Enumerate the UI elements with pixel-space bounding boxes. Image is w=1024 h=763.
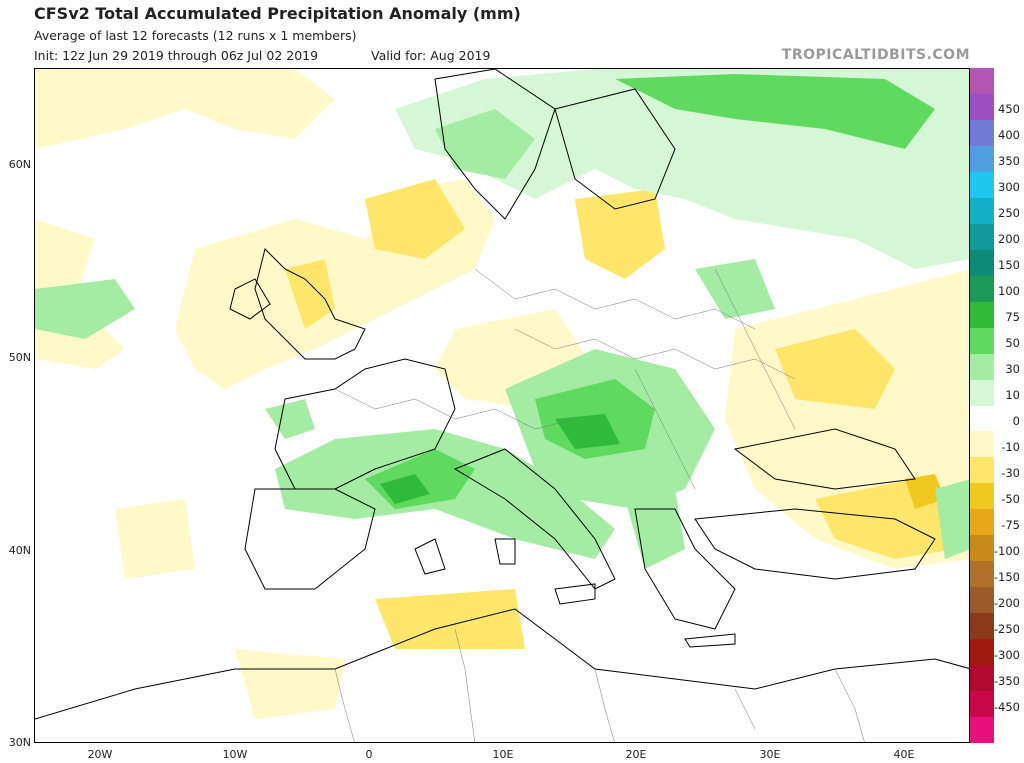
legend-swatch [970, 93, 994, 121]
legend-swatch [970, 509, 994, 536]
legend-swatch [970, 691, 994, 718]
legend-label: -10 [1001, 439, 1020, 454]
lon-label-20e: 20E [625, 748, 647, 761]
legend-swatch [970, 431, 994, 458]
legend-label: 50 [1005, 336, 1020, 351]
legend-label: -250 [993, 621, 1020, 636]
legend-swatch [970, 665, 994, 692]
legend-swatch [970, 68, 994, 95]
legend-swatch [970, 171, 994, 199]
map-title: CFSv2 Total Accumulated Precipitation An… [34, 4, 521, 23]
legend-label: -30 [1001, 465, 1020, 480]
lat-label-50n: 50N [8, 351, 31, 364]
legend-swatch [970, 301, 994, 329]
legend-swatch [970, 405, 994, 432]
lon-label-0: 0 [365, 748, 373, 761]
map-svg [35, 69, 969, 742]
init-text: Init: 12z Jun 29 2019 through 06z Jul 02… [34, 48, 319, 63]
legend-swatch [970, 639, 994, 666]
legend-label: 350 [998, 154, 1020, 169]
legend-label: 100 [998, 284, 1020, 299]
legend-label: 250 [998, 206, 1020, 221]
lon-label-10e: 10E [492, 748, 514, 761]
legend-label: 150 [998, 258, 1020, 273]
legend-label: -200 [993, 595, 1020, 610]
legend-swatch [970, 249, 994, 277]
legend-label: 200 [998, 232, 1020, 247]
legend-swatch [970, 613, 994, 640]
legend-label: -50 [1001, 491, 1020, 506]
legend-swatch [970, 327, 994, 355]
legend-label: 75 [1005, 310, 1020, 325]
valid-text: Valid for: Aug 2019 [371, 48, 491, 63]
lon-label-10w: 10W [222, 748, 248, 761]
legend-labels: 450 400 350 300 250 200 150 100 75 50 30 10 0 -10 -30-… [970, 68, 1024, 743]
legend-swatch [970, 535, 994, 562]
legend-swatch [970, 353, 994, 381]
legend-swatch [970, 197, 994, 225]
legend-swatch [970, 587, 994, 614]
lat-label-30n: 30N [8, 736, 31, 749]
lon-label-40e: 40E [893, 748, 915, 761]
lon-label-20w: 20W [87, 748, 113, 761]
legend-label: -300 [993, 647, 1020, 662]
legend-swatch [970, 145, 994, 173]
lon-label-30e: 30E [759, 748, 781, 761]
admin-borders [334, 268, 865, 742]
legend-swatch [970, 379, 994, 406]
legend-label: 10 [1005, 388, 1020, 403]
legend-swatch [970, 223, 994, 251]
legend-colorbar [970, 68, 994, 744]
legend-label: -150 [993, 569, 1020, 584]
legend-swatch [970, 275, 994, 303]
legend-label: 400 [998, 128, 1020, 143]
legend-label: -100 [993, 543, 1020, 558]
legend-label: 0 [1012, 413, 1020, 428]
precip-anomaly-map [34, 68, 970, 743]
legend-label: 450 [998, 102, 1020, 117]
subtitle: Average of last 12 forecasts (12 runs x … [34, 28, 357, 43]
legend-swatch [970, 561, 994, 588]
lat-label-40n: 40N [8, 544, 31, 557]
legend-swatch [970, 119, 994, 147]
legend-swatch [970, 717, 994, 744]
legend-label: 30 [1005, 362, 1020, 377]
lat-label-60n: 60N [8, 158, 31, 171]
legend-label: -450 [993, 699, 1020, 714]
legend-label: 300 [998, 180, 1020, 195]
brand-watermark: TROPICALTIDBITS.COM [781, 47, 970, 63]
legend-swatch [970, 483, 994, 510]
header: CFSv2 Total Accumulated Precipitation An… [0, 0, 1024, 68]
wet-anomaly-regions [35, 69, 969, 569]
legend-swatch [970, 457, 994, 484]
legend-label: -350 [993, 673, 1020, 688]
legend-label: -75 [1001, 517, 1020, 532]
